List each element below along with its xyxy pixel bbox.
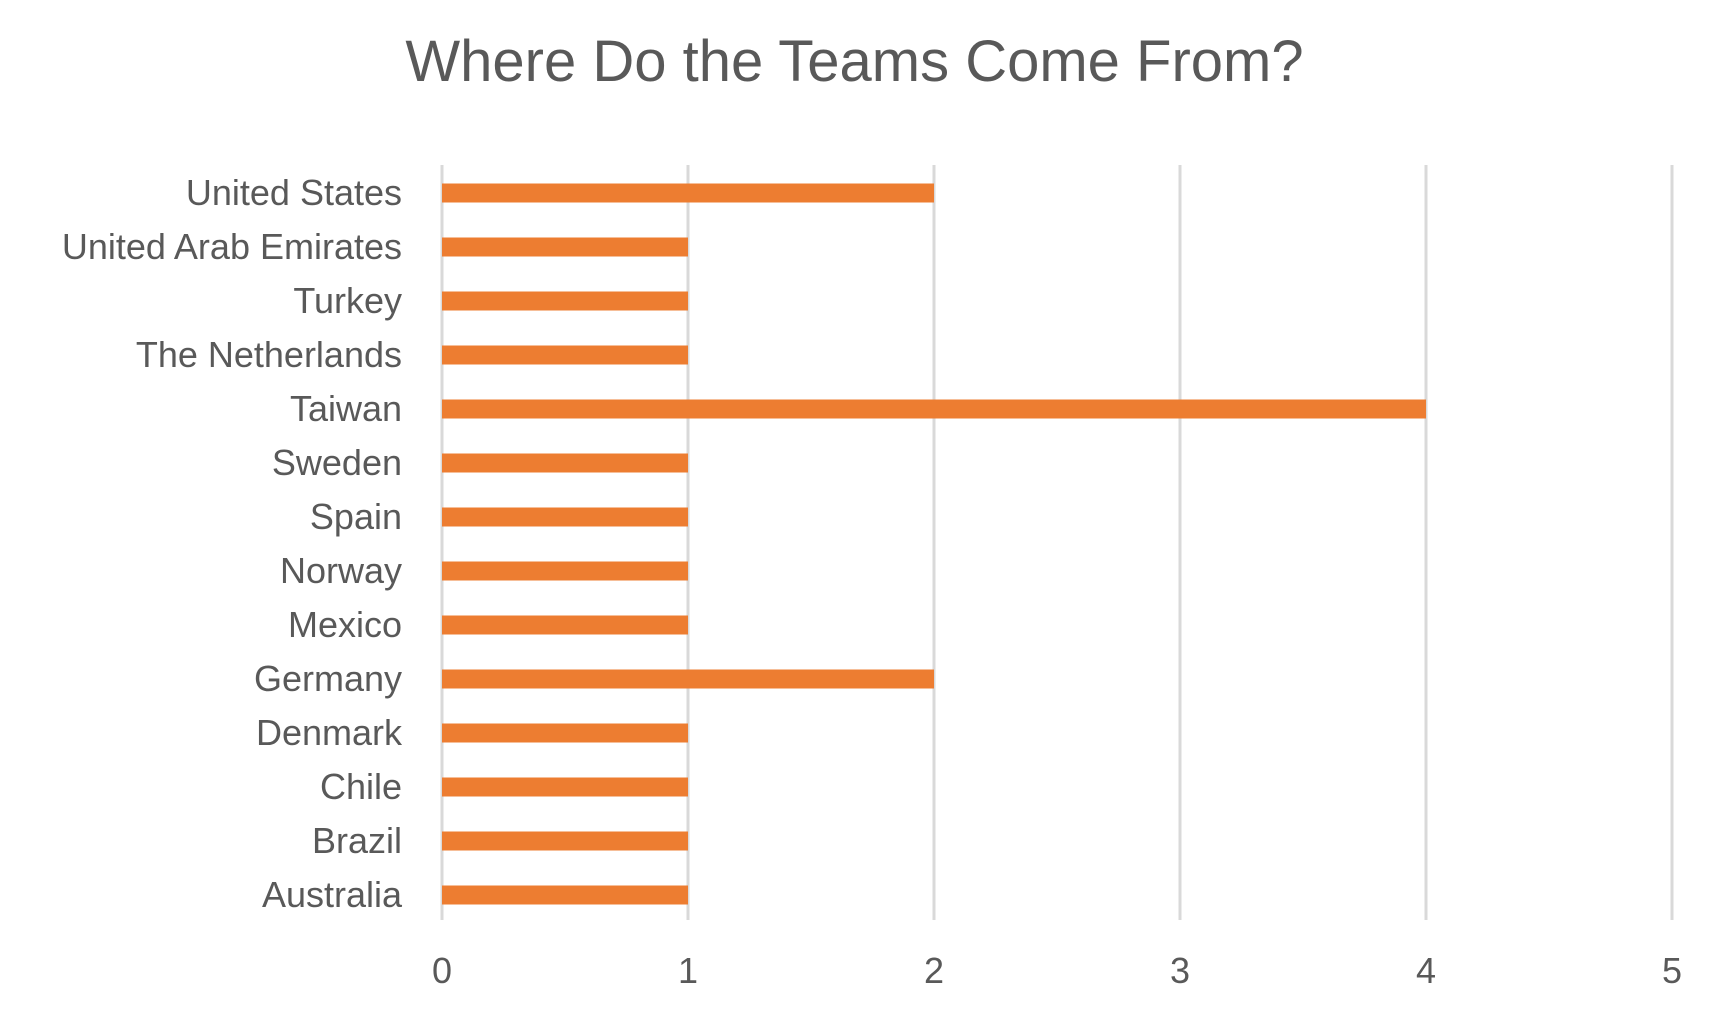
bar-spain (442, 507, 688, 527)
x-tick-labels: 0 1 2 3 4 5 (432, 950, 1682, 991)
bar-turkey (442, 291, 688, 311)
bar-brazil (442, 831, 688, 851)
category-label: Taiwan (290, 388, 402, 429)
bar-sweden (442, 453, 688, 473)
bar-mexico (442, 615, 688, 635)
x-tick-label: 4 (1416, 950, 1436, 991)
x-tick-label: 1 (678, 950, 698, 991)
category-label: Denmark (256, 712, 403, 753)
x-tick-label: 2 (924, 950, 944, 991)
category-label: Spain (310, 496, 402, 537)
bar-germany (442, 669, 934, 689)
gridlines (440, 165, 1674, 920)
bars (442, 183, 1426, 905)
category-label: Brazil (312, 820, 402, 861)
category-label: Germany (254, 658, 402, 699)
bar-united-arab-emirates (442, 237, 688, 257)
category-label: Australia (262, 874, 403, 915)
x-tick-label: 5 (1662, 950, 1682, 991)
bar-chile (442, 777, 688, 797)
category-labels: United States United Arab Emirates Turkey T… (62, 172, 403, 915)
bar-denmark (442, 723, 688, 743)
category-label: Chile (320, 766, 402, 807)
bar-norway (442, 561, 688, 581)
bar-australia (442, 885, 688, 905)
bar-united-states (442, 183, 934, 203)
chart-title: Where Do the Teams Come From? (405, 29, 1304, 94)
bar-taiwan (442, 399, 1426, 419)
category-label: United Arab Emirates (62, 226, 402, 267)
x-tick-label: 0 (432, 950, 452, 991)
category-label: Norway (280, 550, 402, 591)
x-tick-label: 3 (1170, 950, 1190, 991)
category-label: Sweden (272, 442, 402, 483)
category-label: Turkey (293, 280, 402, 321)
bar-the-netherlands (442, 345, 688, 365)
category-label: Mexico (288, 604, 402, 645)
category-label: United States (186, 172, 402, 213)
category-label: The Netherlands (136, 334, 402, 375)
